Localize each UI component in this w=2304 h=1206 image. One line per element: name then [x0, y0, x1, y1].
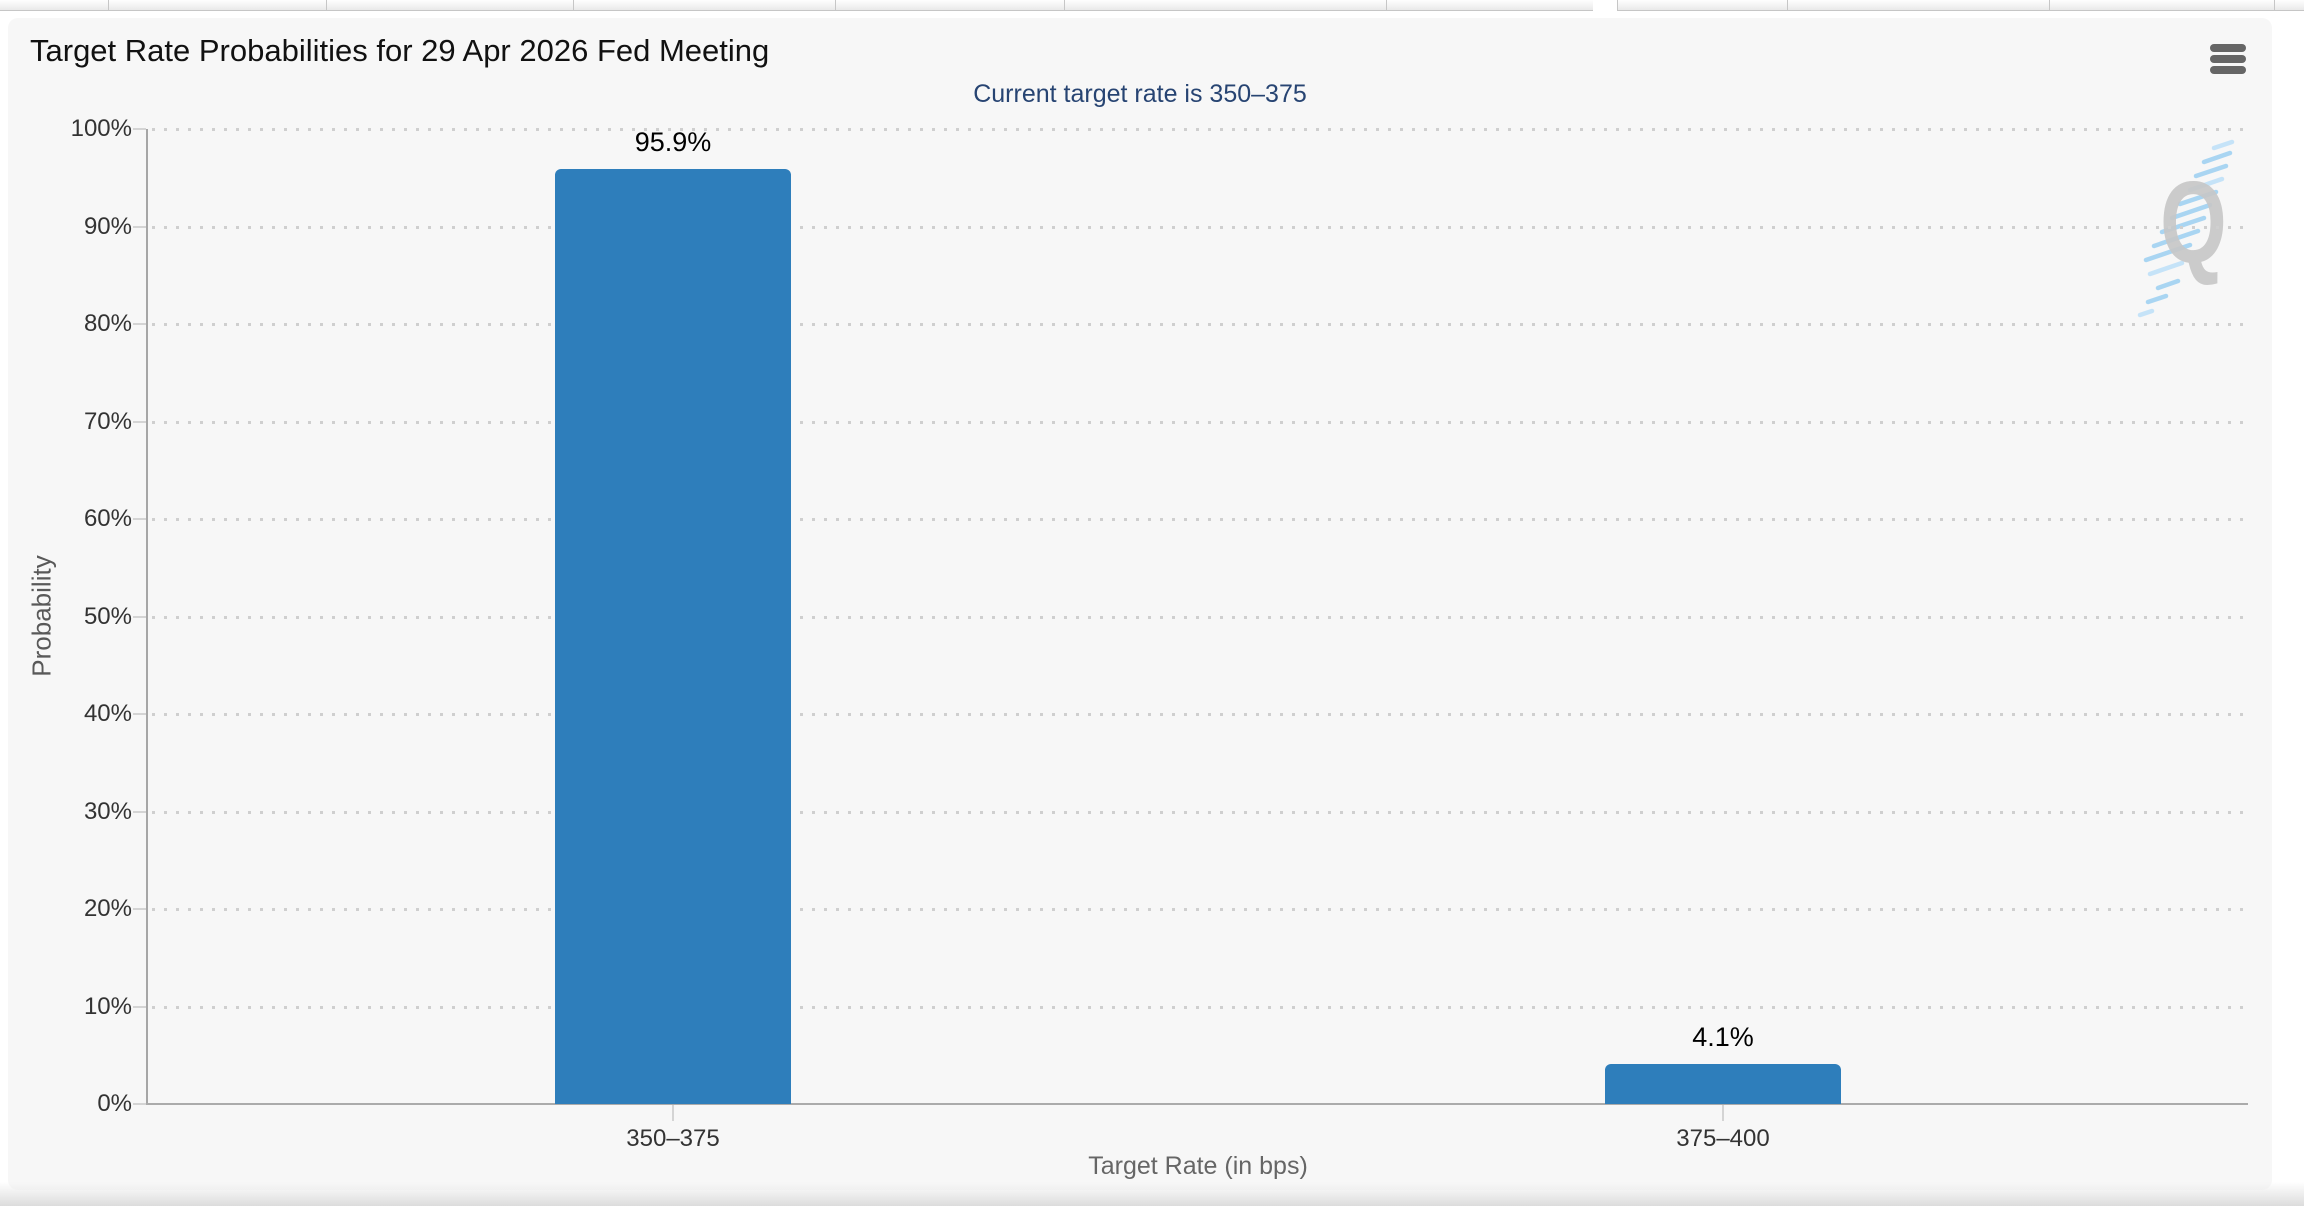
table-cell-divider: [1064, 0, 1065, 10]
gridline-70pct: [152, 420, 2246, 424]
bar-value-label: 4.1%: [1692, 1022, 1754, 1053]
y-tick-label: 60%: [83, 505, 132, 532]
y-tick-label: 90%: [83, 212, 132, 240]
y-tick: [133, 518, 146, 520]
hamburger-menu-icon: [2210, 66, 2246, 74]
y-tick-label: 30%: [83, 797, 132, 825]
table-cell-divider: [326, 0, 327, 10]
gridline-90pct: [152, 225, 2246, 229]
table-row-sliver-left: [0, 0, 1593, 11]
gridline-100pct: [152, 128, 2246, 131]
y-tick-label: 80%: [83, 310, 132, 337]
y-tick: [133, 1005, 146, 1008]
table-cell-divider: [573, 0, 574, 10]
gridline-50pct: [152, 615, 2246, 619]
y-tick: [133, 908, 146, 910]
y-tick-label: 70%: [83, 407, 132, 435]
x-tick: [1722, 1105, 1724, 1121]
bar-value-label: 95.9%: [634, 126, 712, 157]
y-tick: [133, 128, 146, 130]
table-cell-divider: [835, 0, 836, 10]
x-category-label: 375–400: [1676, 1125, 1770, 1152]
table-cell-divider: [1787, 0, 1788, 10]
y-tick-label: 0%: [97, 1090, 132, 1117]
y-tick: [133, 615, 146, 618]
x-tick: [672, 1105, 674, 1121]
bar-350–375[interactable]: [555, 168, 791, 1104]
gridline-80pct: [152, 323, 2246, 326]
gridline-10pct: [152, 1005, 2246, 1009]
x-axis-title: Target Rate (in bps): [1088, 1152, 1308, 1180]
table-cell-divider: [2049, 0, 2050, 10]
y-axis-title: Probability: [26, 555, 57, 677]
y-tick-label: 20%: [83, 895, 132, 922]
table-cell-divider: [1386, 0, 1387, 10]
chart-subtitle: Current target rate is 350–375: [973, 80, 1307, 108]
gridline-20pct: [152, 908, 2246, 911]
plot-area: 0% 10% 20% 30% 40% 50% 60% 70% 80% 90% 100% 95.9% 35…: [71, 115, 2248, 1152]
y-tick: [133, 225, 146, 228]
hamburger-menu-icon: [2210, 44, 2246, 52]
bottom-panel-edge: [0, 1182, 2304, 1206]
y-tick-label: 40%: [83, 700, 132, 727]
y-tick: [133, 810, 146, 813]
y-tick-label: 10%: [83, 992, 132, 1020]
fed-meeting-probability-chart-card: Target Rate Probabilities for 29 Apr 202…: [8, 18, 2272, 1190]
y-axis-line: [146, 129, 148, 1105]
x-axis-line: [146, 1103, 2248, 1105]
y-tick: [133, 323, 146, 325]
gridline-60pct: [152, 518, 2246, 521]
y-tick-label: 100%: [70, 115, 132, 142]
gridline-30pct: [152, 810, 2246, 814]
x-category-label: 350–375: [626, 1125, 720, 1152]
chart-export-menu-button[interactable]: [2200, 34, 2262, 84]
y-tick: [133, 420, 146, 423]
gridline-40pct: [152, 713, 2246, 716]
table-cell-divider: [108, 0, 109, 10]
chart-title: Target Rate Probabilities for 29 Apr 202…: [30, 33, 770, 68]
hamburger-menu-icon: [2210, 55, 2246, 63]
y-tick-label: 50%: [83, 602, 132, 630]
table-cell-divider: [2274, 0, 2275, 10]
bar-375–400[interactable]: [1605, 1064, 1841, 1104]
y-tick: [133, 1103, 146, 1105]
table-row-sliver-right: [1617, 0, 2304, 11]
y-tick: [133, 713, 146, 715]
